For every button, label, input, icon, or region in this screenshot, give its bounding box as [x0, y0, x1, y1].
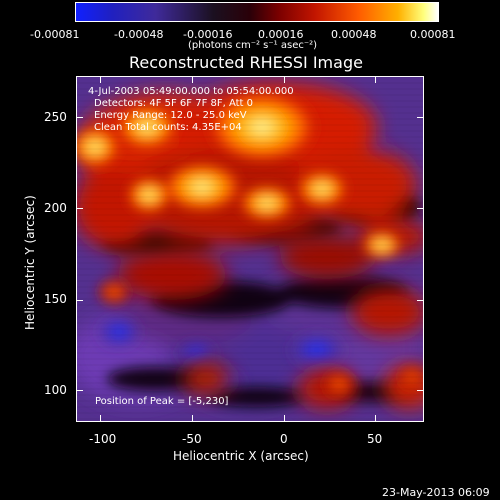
energy-range-label: Energy Range: 12.0 - 25.0 keV — [94, 110, 247, 121]
y-tick-label: 100 — [44, 383, 67, 397]
colorbar-units: (photons cm⁻² s⁻¹ asec⁻²) — [188, 40, 318, 51]
y-axis-right-tick — [417, 208, 423, 209]
y-tick-label: 150 — [44, 292, 67, 306]
colorbar-tick-6: 0.00081 — [410, 28, 456, 41]
x-axis-bottom-tick — [100, 415, 101, 421]
x-tick-label: 0 — [280, 432, 288, 446]
colorbar — [75, 2, 439, 22]
peak-position-label: Position of Peak = [-5,230] — [95, 396, 229, 407]
colorbar-tick-1: -0.00081 — [30, 28, 80, 41]
x-axis-top-tick — [100, 77, 101, 83]
x-axis-bottom-tick — [375, 415, 376, 421]
colorbar-tick-2: -0.00048 — [114, 28, 164, 41]
y-tick-label: 250 — [44, 110, 67, 124]
time-range-label: 4-Jul-2003 05:49:00.000 to 05:54:00.000 — [88, 86, 294, 97]
colorbar-tick-3: -0.00016 — [183, 28, 233, 41]
x-axis-bottom-tick — [192, 415, 193, 421]
rhessi-heatmap — [77, 77, 423, 421]
colorbar-tick-4: 0.00016 — [258, 28, 304, 41]
detectors-label: Detectors: 4F 5F 6F 7F 8F, Att 0 — [94, 98, 254, 109]
y-axis-right-tick — [417, 390, 423, 391]
x-tick-label: 50 — [367, 432, 383, 446]
clean-counts-label: Clean Total counts: 4.35E+04 — [94, 122, 242, 133]
x-axis-top-tick — [284, 77, 285, 83]
y-axis-left-tick — [77, 117, 83, 118]
y-axis-right-tick — [417, 300, 423, 301]
rhessi-image: 4-Jul-2003 05:49:00.000 to 05:54:00.000 … — [76, 76, 424, 422]
colorbar-tick-5: 0.00048 — [331, 28, 377, 41]
x-axis-top-tick — [375, 77, 376, 83]
y-tick-label: 200 — [44, 201, 67, 215]
y-axis-label: Heliocentric Y (arcsec) — [23, 195, 37, 330]
y-axis-right-tick — [417, 117, 423, 118]
footer-date: 23-May-2013 06:09 — [382, 486, 490, 499]
y-axis-left-tick — [77, 390, 83, 391]
y-axis-left-tick — [77, 300, 83, 301]
x-tick-label: -100 — [89, 432, 117, 446]
x-axis-top-tick — [192, 77, 193, 83]
y-axis-left-tick — [77, 208, 83, 209]
x-tick-label: -50 — [182, 432, 202, 446]
image-title: Reconstructed RHESSI Image — [129, 53, 363, 72]
x-axis-bottom-tick — [284, 415, 285, 421]
x-axis-label: Heliocentric X (arcsec) — [173, 449, 309, 463]
